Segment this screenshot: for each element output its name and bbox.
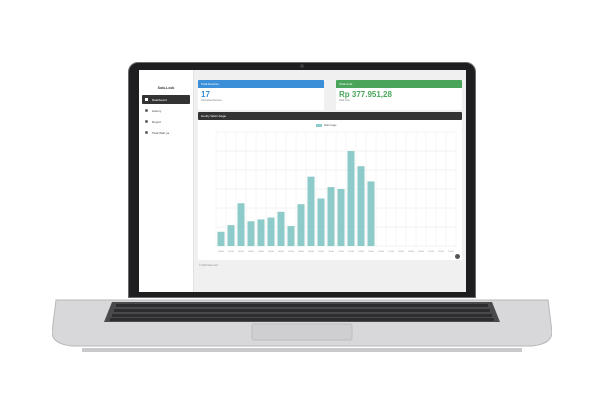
x-tick-label: 06:00: [278, 251, 284, 253]
bolt-icon: [145, 131, 148, 134]
x-tick-label: 05:00: [268, 251, 274, 253]
sidebar-nav: Dashboard History Report Total Watt ya: [139, 95, 193, 137]
chart-bar: [227, 225, 235, 246]
x-tick-label: 16:00: [378, 251, 384, 253]
x-tick-label: 04:00: [258, 251, 264, 253]
card-value: Rp 377.951,28: [339, 90, 392, 99]
total-devices-card: Total Devices 17 Connected Devices: [198, 80, 324, 110]
x-tick-label: 02:00: [238, 251, 244, 253]
card-subtitle: Connected Devices: [201, 99, 222, 102]
card-value: 17: [201, 90, 210, 99]
x-tick-label: 20:00: [418, 251, 424, 253]
chart-bar: [297, 204, 305, 246]
history-icon: [145, 109, 148, 112]
chart-bar: [307, 176, 315, 246]
x-tick-label: 07:00: [288, 251, 294, 253]
sidebar-item-dashboard[interactable]: Dashboard: [142, 95, 190, 104]
sidebar-item-label: Dashboard: [152, 97, 167, 102]
sidebar: Solu.Lock Dashboard History Report Total…: [139, 70, 194, 292]
chart-legend: Watt Usage: [316, 124, 336, 127]
sidebar-item-label: History: [152, 108, 162, 113]
x-tick-label: 17:00: [388, 251, 394, 253]
chart-bar: [237, 203, 245, 246]
sidebar-item-total-watt[interactable]: Total Watt ya: [142, 128, 190, 137]
card-subtitle: Total Cost: [339, 99, 350, 102]
card-title: Total Cost: [336, 80, 462, 88]
x-tick-label: 22:00: [438, 251, 444, 253]
brand-logo: Solu.Lock: [157, 86, 175, 90]
chart-bar: [217, 231, 225, 246]
chart-bar: [317, 198, 325, 246]
x-tick-label: 12:00: [338, 251, 344, 253]
sidebar-item-label: Report: [152, 119, 162, 124]
x-tick-label: 23:00: [448, 251, 454, 253]
chart-bar: [367, 181, 375, 246]
chart-bar: [327, 187, 335, 246]
x-tick-label: 01:00: [228, 251, 234, 253]
settings-fab[interactable]: [455, 254, 460, 259]
x-tick-label: 09:00: [308, 251, 314, 253]
x-tick-label: 14:00: [358, 251, 364, 253]
chart-panel: Hourly Watt Usage Watt Usage 00:00 01:00 0…: [198, 112, 462, 260]
chart-bar: [247, 221, 255, 246]
chart-title: Hourly Watt Usage: [198, 112, 462, 120]
x-tick-label: 19:00: [408, 251, 414, 253]
x-tick-label: 08:00: [298, 251, 304, 253]
total-cost-card: Total Cost Rp 377.951,28 Total Cost: [336, 80, 462, 110]
x-tick-label: 00:00: [218, 251, 224, 253]
x-tick-label: 11:00: [328, 251, 334, 253]
screen: Solu.Lock Dashboard History Report Total…: [139, 70, 466, 292]
chart-bar: [337, 189, 345, 246]
x-tick-label: 21:00: [428, 251, 434, 253]
chart-bar: [257, 219, 265, 246]
trackpad: [251, 323, 353, 341]
chart-bar: [267, 217, 275, 246]
sidebar-item-label: Total Watt ya: [152, 130, 170, 135]
report-icon: [145, 120, 148, 123]
chart-bar: [287, 226, 295, 246]
legend-swatch: [316, 124, 322, 127]
x-tick-label: 03:00: [248, 251, 254, 253]
x-tick-label: 10:00: [318, 251, 324, 253]
bar-chart: 00:00 01:00 02:00 03:00 04:00 05:00 06:00 07:00…: [215, 131, 457, 253]
chart-bar: [357, 166, 365, 246]
x-tick-label: 13:00: [348, 251, 354, 253]
webcam: [300, 64, 304, 68]
keyboard-keys: [110, 304, 494, 321]
sidebar-item-history[interactable]: History: [142, 106, 190, 115]
x-tick-label: 15:00: [368, 251, 374, 253]
laptop-base: [52, 299, 552, 352]
home-icon: [145, 98, 148, 101]
legend-label: Watt Usage: [324, 124, 337, 127]
x-tick-label: 18:00: [398, 251, 404, 253]
chart-bar: [277, 211, 285, 246]
chart-bar: [347, 151, 355, 246]
card-title: Total Devices: [198, 80, 324, 88]
footer-text: © 2024 Solu.Lock: [199, 264, 218, 267]
sidebar-item-report[interactable]: Report: [142, 117, 190, 126]
